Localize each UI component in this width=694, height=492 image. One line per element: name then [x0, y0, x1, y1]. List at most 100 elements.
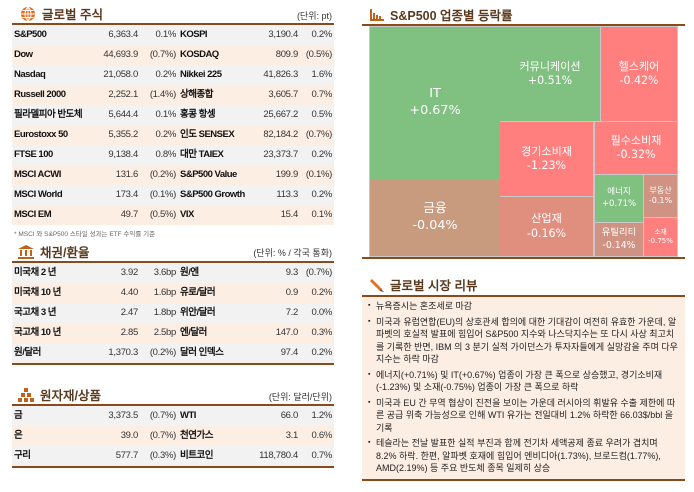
name-cell: KOSDAQ [180, 49, 219, 60]
sector-change: -1.23% [526, 159, 567, 172]
table-row: S&P500 6,363.4 0.1% KOSPI 3,190.4 0.2% [12, 25, 334, 45]
name-cell: 미국채 10 년 [14, 287, 61, 298]
name-cell: Russell 2000 [14, 89, 66, 100]
value-cell: 118,780.4 [259, 450, 298, 461]
change-cell: (0.2%) [149, 347, 176, 358]
commodities-table: 금 3,373.5 (0.7%) WTI 66.0 1.2% 은 39.0 (0.7%) 천연가스… [12, 406, 334, 468]
name-cell: S&P500 Value [180, 169, 237, 180]
name-cell: S&P500 [14, 29, 47, 40]
sector-change: -0.42% [619, 74, 659, 87]
treemap-cell: 산업재 -0.16% [500, 197, 593, 256]
sector-change: -0.16% [526, 226, 567, 240]
treemap-cell: 유틸리티 -0.14% [595, 223, 643, 256]
table-row: 구리 577.7 (0.3%) 비트코인 118,780.4 0.7% [12, 446, 334, 467]
name-cell: 천연가스 [180, 430, 213, 441]
sector-treemap: IT +0.67% 금융 -0.04% 커뮤니케이션 +0.51% 헬스케어 -0.42% 경기… [369, 26, 678, 257]
divider [12, 261, 334, 263]
change-cell: 0.2% [311, 287, 333, 298]
change-cell: (0.2%) [149, 169, 176, 180]
bank-icon [18, 244, 34, 259]
value-cell: 6,363.4 [108, 29, 138, 40]
value-cell: 173.4 [115, 189, 139, 200]
change-cell: (0.7%) [305, 267, 332, 278]
table-row: 미국채 2 년 3.92 3.6bp 원/엔 9.3 (0.7%) [12, 263, 334, 283]
treemap-cell: 커뮤니케이션 +0.51% [500, 27, 600, 121]
change-cell: 0.5% [311, 109, 333, 120]
stocks-title: 글로벌 주식 [20, 4, 103, 23]
value-cell: 3.92 [120, 267, 139, 278]
sector-name: 금융 [423, 200, 447, 216]
value-cell: 113.3 [276, 189, 298, 200]
name-cell: Dow [14, 49, 33, 60]
value-cell: 147.0 [275, 327, 299, 338]
bonds-title: 채권/환율 [18, 242, 89, 261]
name-cell: WTI [180, 410, 196, 421]
name-cell: 대만 TAIEX [180, 149, 224, 160]
change-cell: 1.6bp [153, 287, 177, 298]
sector-name: 산업재 [531, 212, 562, 226]
value-cell: 21,058.0 [103, 69, 138, 80]
name-cell: MSCI EM [14, 209, 52, 220]
sector-name: 필수소비재 [610, 133, 662, 147]
change-cell: 0.2% [311, 347, 333, 358]
sector-name: 소재 [654, 228, 667, 237]
change-cell: (1.4%) [149, 89, 176, 100]
treemap-cell: IT +0.67% [370, 27, 500, 179]
sector-change: -0.32% [616, 148, 656, 161]
review-item: 뉴욕증시는 혼조세로 마감 [368, 300, 679, 313]
name-cell: 필라델피아 반도체 [14, 109, 83, 120]
pencil-icon [370, 278, 384, 292]
review-item: 에너지(+0.71%) 및 IT(+0.67%) 업종이 가장 큰 폭으로 상승… [368, 369, 679, 394]
change-cell: 0.1% [155, 109, 177, 120]
change-cell: (0.7%) [305, 129, 332, 140]
review-item: 미국과 EU 간 무역 협상이 진전을 보이는 가운데 러시아의 휘발유 수출 … [368, 397, 679, 435]
name-cell: 위안/달러 [180, 307, 216, 318]
name-cell: VIX [180, 209, 194, 220]
value-cell: 39.0 [120, 430, 139, 441]
change-cell: 0.2% [311, 189, 333, 200]
name-cell: 홍콩 항셍 [180, 109, 216, 120]
value-cell: 577.7 [115, 450, 139, 461]
table-row: 필라델피아 반도체 5,644.4 0.1% 홍콩 항셍 25,667.2 0.5% [12, 105, 334, 125]
table-row: 원/달러 1,370.3 (0.2%) 달러 인덱스 97.4 0.2% [12, 343, 334, 364]
name-cell: 국고채 10 년 [14, 327, 61, 338]
name-cell: 엔/달러 [180, 327, 207, 338]
commodities-title: 원자재/상품 [18, 385, 101, 404]
change-cell: 0.2% [311, 29, 333, 40]
value-cell: 9.3 [285, 267, 299, 278]
sector-name: 커뮤니케이션 [519, 59, 581, 73]
name-cell: KOSPI [180, 29, 208, 40]
sector-name: IT [429, 86, 441, 102]
name-cell: 원/달러 [14, 347, 41, 358]
stocks-unit: (단위: pt) [296, 11, 332, 21]
name-cell: S&P500 Growth [180, 189, 245, 200]
change-cell: 0.8% [155, 149, 177, 160]
change-cell: 0.0% [311, 307, 333, 318]
change-cell: (0.3%) [149, 450, 176, 461]
change-cell: 1.2% [311, 410, 333, 421]
treemap-cell: 소재 -0.75% [644, 218, 677, 256]
table-row: Eurostoxx 50 5,355.2 0.2% 인도 SENSEX 82,184.2… [12, 125, 334, 145]
treemap-cell: 경기소비재 -1.23% [500, 122, 593, 196]
change-cell: 1.6% [311, 69, 333, 80]
value-cell: 5,644.4 [108, 109, 138, 120]
globe-icon [21, 6, 35, 21]
change-cell: 0.7% [311, 450, 333, 461]
name-cell: 구리 [14, 450, 31, 461]
treemap-cell: 에너지 +0.71% [595, 175, 643, 222]
value-cell: 82,184.2 [263, 129, 298, 140]
value-cell: 2.47 [120, 307, 139, 318]
sector-name: 부동산 [649, 185, 672, 195]
value-cell: 7.2 [285, 307, 299, 318]
sector-change: -0.75% [648, 236, 673, 245]
name-cell: 유로/달러 [180, 287, 216, 298]
divider [12, 23, 334, 25]
table-row: MSCI World 173.4 (0.1%) S&P500 Growth 113.3 0… [12, 185, 334, 205]
table-row: 금 3,373.5 (0.7%) WTI 66.0 1.2% [12, 406, 334, 426]
name-cell: Nasdaq [14, 69, 46, 80]
name-cell: MSCI ACWI [14, 169, 61, 180]
value-cell: 809.9 [275, 49, 299, 60]
name-cell: 국고채 3 년 [14, 307, 57, 318]
change-cell: 0.6% [311, 430, 333, 441]
name-cell: 인도 SENSEX [180, 129, 235, 140]
